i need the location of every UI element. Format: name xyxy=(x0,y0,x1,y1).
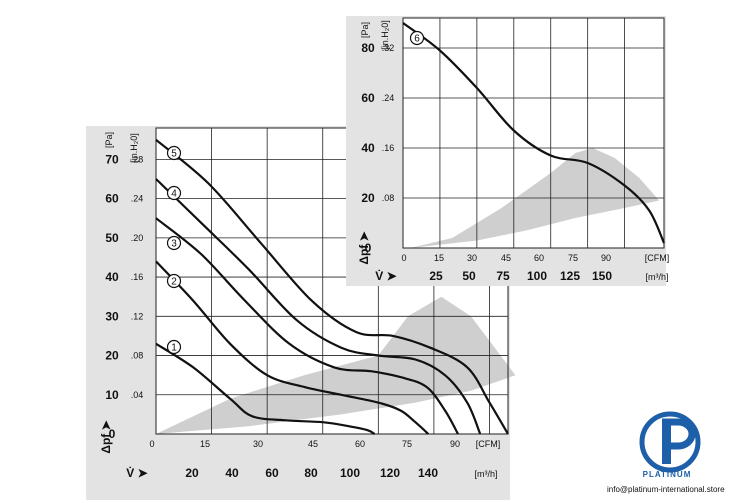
y-tick-inh2o: .08 xyxy=(382,193,395,203)
y-tick-inh2o: .04 xyxy=(131,390,144,400)
y-axis-unit-pa: [Pa] xyxy=(360,22,370,38)
y-tick-inh2o: .16 xyxy=(131,272,144,282)
y-tick-pa: 80 xyxy=(361,41,375,55)
y-tick-inh2o: .24 xyxy=(382,93,395,103)
y-tick-pa: 10 xyxy=(105,388,119,402)
x-tick-cfm: 30 xyxy=(253,439,263,449)
brand-name: PLATINUM xyxy=(642,470,692,479)
x-tick-m3h: 60 xyxy=(265,466,279,480)
curve-2 xyxy=(155,260,430,435)
y-tick-pa: 70 xyxy=(105,152,119,166)
x-axis-symbol: V̇ ➤ xyxy=(126,465,148,480)
x-tick-m3h: 140 xyxy=(418,466,438,480)
y-tick-pa: 40 xyxy=(361,141,375,155)
x-tick-cfm: 45 xyxy=(501,253,511,263)
x-tick-m3h: 40 xyxy=(225,466,239,480)
x-axis-symbol: V̇ ➤ xyxy=(375,268,397,283)
x-tick-m3h: 125 xyxy=(560,269,580,283)
y-tick-inh2o: .20 xyxy=(131,233,144,243)
curve-label-5: 5 xyxy=(171,149,177,160)
curve-4 xyxy=(155,178,482,435)
x-tick-m3h: 20 xyxy=(185,466,199,480)
x-tick-m3h: 120 xyxy=(380,466,400,480)
x-tick-cfm: 60 xyxy=(355,439,365,449)
curve-label-circle-1 xyxy=(166,339,182,355)
x-tick-cfm: 60 xyxy=(534,253,544,263)
y-axis-symbol: Δpf ➤ xyxy=(99,419,113,453)
y-axis-unit-pa: [Pa] xyxy=(104,132,114,148)
y-tick-pa: 40 xyxy=(105,270,119,284)
y-tick-pa: 60 xyxy=(105,192,119,206)
x-tick-m3h: 100 xyxy=(340,466,360,480)
y-tick-pa: 0 xyxy=(365,241,372,255)
x-tick-cfm: 0 xyxy=(149,439,154,449)
x-tick-cfm: 75 xyxy=(568,253,578,263)
curve-label-circle-4 xyxy=(166,185,182,201)
y-tick-pa: 50 xyxy=(105,231,119,245)
x-tick-cfm: 30 xyxy=(467,253,477,263)
y-tick-pa: 0 xyxy=(109,427,116,441)
curve-3 xyxy=(155,217,459,435)
x-tick-cfm: 45 xyxy=(308,439,318,449)
x-tick-m3h: 150 xyxy=(592,269,612,283)
curve-label-6: 6 xyxy=(414,34,420,45)
y-tick-pa: 60 xyxy=(361,91,375,105)
y-tick-inh2o: .08 xyxy=(131,351,144,361)
y-tick-inh2o: .28 xyxy=(131,154,144,164)
plot-border xyxy=(402,17,665,249)
x-tick-cfm: 75 xyxy=(402,439,412,449)
y-tick-pa: 20 xyxy=(361,191,375,205)
y-tick-inh2o: .32 xyxy=(382,43,395,53)
curve-label-4: 4 xyxy=(171,189,177,200)
x-tick-cfm: 90 xyxy=(450,439,460,449)
y-axis-symbol: Δpf ➤ xyxy=(357,230,371,264)
x-tick-cfm: 15 xyxy=(434,253,444,263)
curve-label-circle-6 xyxy=(409,30,425,46)
x-tick-cfm: 90 xyxy=(601,253,611,263)
x-tick-cfm: 15 xyxy=(200,439,210,449)
brand-email: info@platinum-international.store xyxy=(607,485,725,494)
curve-label-2: 2 xyxy=(171,277,177,288)
y-tick-inh2o: .12 xyxy=(131,311,144,321)
y-axis-unit-inh2o: [in.H₂0] xyxy=(129,133,139,163)
x-tick-m3h: [m³/h] xyxy=(474,469,497,479)
x-tick-cfm: 0 xyxy=(401,253,406,263)
x-tick-m3h: 25 xyxy=(429,269,443,283)
chart-b: 60 15 30 45 60 75 90 [CFM]25 50 75 100 125 150 [m³/h]… xyxy=(357,17,670,283)
curve-6 xyxy=(402,22,666,244)
x-tick-m3h: 50 xyxy=(462,269,476,283)
y-tick-pa: 30 xyxy=(105,309,119,323)
x-tick-m3h: [m³/h] xyxy=(645,272,668,282)
y-axis-unit-inh2o: [in.H₂0] xyxy=(380,20,390,50)
y-tick-inh2o: .24 xyxy=(131,194,144,204)
y-tick-pa: 20 xyxy=(105,349,119,363)
curve-label-3: 3 xyxy=(171,239,177,250)
curve-label-circle-2 xyxy=(166,273,182,289)
curve-5 xyxy=(155,138,509,435)
curve-label-circle-3 xyxy=(166,235,182,251)
x-tick-cfm: [CFM] xyxy=(645,253,670,263)
operating-region xyxy=(156,296,516,434)
x-tick-cfm: [CFM] xyxy=(476,439,501,449)
x-tick-m3h: 100 xyxy=(527,269,547,283)
curve-label-circle-5 xyxy=(166,145,182,161)
x-tick-m3h: 75 xyxy=(496,269,510,283)
y-tick-inh2o: .16 xyxy=(382,143,395,153)
curve-label-1: 1 xyxy=(171,343,177,354)
platinum-logo-icon xyxy=(639,411,701,473)
curve-1 xyxy=(155,342,376,435)
x-tick-m3h: 80 xyxy=(304,466,318,480)
